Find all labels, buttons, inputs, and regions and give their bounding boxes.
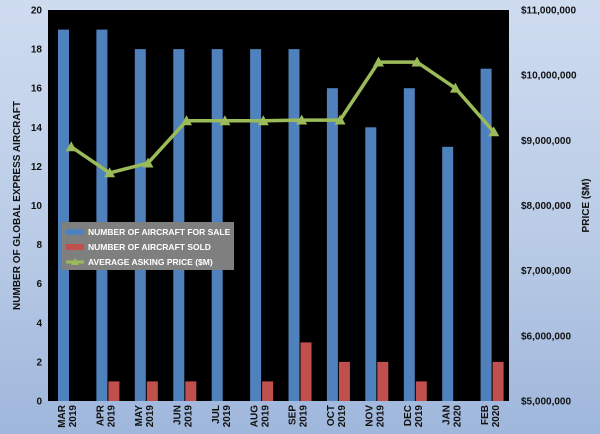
bar-for-sale-9 — [403, 88, 415, 401]
x-tick-year-3: 2019 — [184, 405, 195, 428]
bar-for-sale-6 — [288, 49, 300, 401]
y-tick-label-8: 16 — [31, 84, 43, 95]
bar-sold-5 — [262, 381, 274, 401]
y-tick-label-5: 10 — [31, 201, 43, 212]
y-tick-label-9: 18 — [31, 45, 43, 56]
x-tick-label-0: MAR 2019 — [57, 404, 79, 428]
legend-box — [62, 222, 234, 270]
bar-sold-1 — [108, 381, 120, 401]
y-tick-label-2: 4 — [36, 318, 42, 329]
x-tick-year-8: 2019 — [376, 405, 387, 428]
x-tick-year-0: 2019 — [68, 405, 79, 428]
x-tick-label-7: OCT 2019 — [326, 405, 348, 428]
price-marker-11 — [488, 126, 500, 137]
x-tick-month-3: JUN — [173, 405, 184, 425]
x-tick-label-10: JAN 2020 — [441, 405, 463, 428]
x-tick-month-1: APR — [96, 404, 107, 426]
x-tick-label-1: APR 2019 — [96, 404, 118, 427]
x-tick-year-2: 2019 — [145, 405, 156, 428]
x-tick-month-4: JUL — [211, 405, 222, 424]
y-tick-label-4: 8 — [36, 240, 42, 251]
bar-sold-6 — [300, 342, 312, 401]
x-tick-year-6: 2019 — [299, 405, 310, 428]
x-tick-label-3: JUN 2019 — [173, 405, 195, 428]
bar-sold-9 — [415, 381, 427, 401]
bar-for-sale-5 — [250, 49, 262, 401]
x-tick-label-2: MAY 2019 — [134, 405, 156, 428]
y2-tick-label-0: $5,000,000 — [521, 397, 571, 408]
price-marker-3 — [181, 115, 192, 126]
bar-sold-8 — [377, 361, 389, 401]
y-tick-label-10: 20 — [31, 6, 43, 17]
x-tick-month-7: OCT — [326, 405, 337, 426]
x-tick-label-9: DEC 2019 — [403, 405, 425, 428]
price-marker-4 — [219, 115, 231, 126]
y2-tick-label-6: $11,000,000 — [521, 6, 576, 17]
x-tick-label-11: FEB 2020 — [480, 405, 502, 428]
bar-for-sale-0 — [58, 29, 69, 401]
bar-sold-7 — [338, 361, 350, 401]
price-marker-10 — [449, 82, 461, 93]
x-tick-month-8: NOV — [365, 405, 376, 427]
x-tick-year-9: 2019 — [414, 405, 425, 428]
bar-for-sale-10 — [442, 146, 454, 401]
y-tick-label-0: 0 — [36, 397, 42, 408]
y-tick-label-1: 2 — [36, 357, 42, 368]
bar-sold-3 — [185, 381, 197, 401]
y2-tick-label-1: $6,000,000 — [521, 331, 571, 342]
x-tick-year-1: 2019 — [107, 405, 118, 428]
legend-swatch-0 — [66, 229, 84, 235]
bar-for-sale-7 — [326, 88, 338, 401]
y-tick-label-3: 6 — [36, 279, 42, 290]
x-tick-month-6: SEP — [288, 405, 299, 425]
x-tick-year-10: 2020 — [452, 405, 463, 428]
x-tick-year-4: 2019 — [222, 405, 233, 428]
price-line — [70, 60, 496, 175]
bar-for-sale-1 — [96, 29, 108, 401]
legend-label-2: AVERAGE ASKING PRICE ($M) — [88, 257, 213, 267]
price-marker-9 — [411, 56, 423, 67]
y2-tick-label-5: $10,000,000 — [521, 71, 577, 82]
x-tick-year-7: 2019 — [337, 405, 348, 428]
x-tick-label-6: SEP 2019 — [288, 405, 310, 428]
x-tick-month-5: AUG — [249, 405, 260, 427]
y2-axis-title: PRICE ($M) — [581, 179, 592, 233]
x-tick-year-5: 2019 — [260, 405, 271, 428]
y-axis-title: NUMBER OF GLOBAL EXPRESS AIRCRAFT — [12, 101, 23, 310]
price-marker-1 — [104, 167, 116, 178]
y2-tick-label-3: $8,000,000 — [521, 201, 571, 212]
legend-marker-2 — [71, 258, 79, 265]
x-tick-year-11: 2020 — [491, 405, 502, 428]
bar-sold-11 — [492, 361, 504, 401]
y-tick-label-7: 14 — [31, 123, 43, 134]
x-tick-label-8: NOV 2019 — [365, 405, 387, 428]
legend-swatch-1 — [66, 244, 84, 250]
price-marker-5 — [257, 115, 269, 126]
y-tick-label-6: 12 — [31, 162, 43, 173]
price-marker-7 — [334, 114, 346, 125]
y2-tick-label-2: $7,000,000 — [521, 266, 571, 277]
x-tick-month-9: DEC — [403, 405, 414, 426]
bar-for-sale-8 — [365, 127, 377, 402]
x-tick-month-11: FEB — [480, 405, 491, 425]
price-marker-8 — [373, 56, 384, 67]
bar-sold-2 — [146, 381, 158, 401]
x-tick-label-4: JUL 2019 — [211, 405, 233, 428]
y2-tick-label-4: $9,000,000 — [521, 136, 571, 147]
x-tick-month-0: MAR — [57, 404, 68, 428]
legend: NUMBER OF AIRCRAFT FOR SALE NUMBER OF AIR… — [62, 222, 234, 270]
legend-label-1: NUMBER OF AIRCRAFT SOLD — [88, 242, 211, 252]
legend-label-0: NUMBER OF AIRCRAFT FOR SALE — [88, 227, 231, 237]
price-marker-2 — [142, 157, 154, 168]
bar-for-sale-11 — [480, 68, 492, 401]
price-marker-6 — [296, 114, 308, 125]
plot-area — [48, 10, 509, 401]
x-tick-month-2: MAY — [134, 405, 145, 427]
x-tick-label-5: AUG 2019 — [249, 405, 271, 428]
x-tick-month-10: JAN — [441, 405, 452, 425]
price-marker-0 — [65, 141, 77, 152]
